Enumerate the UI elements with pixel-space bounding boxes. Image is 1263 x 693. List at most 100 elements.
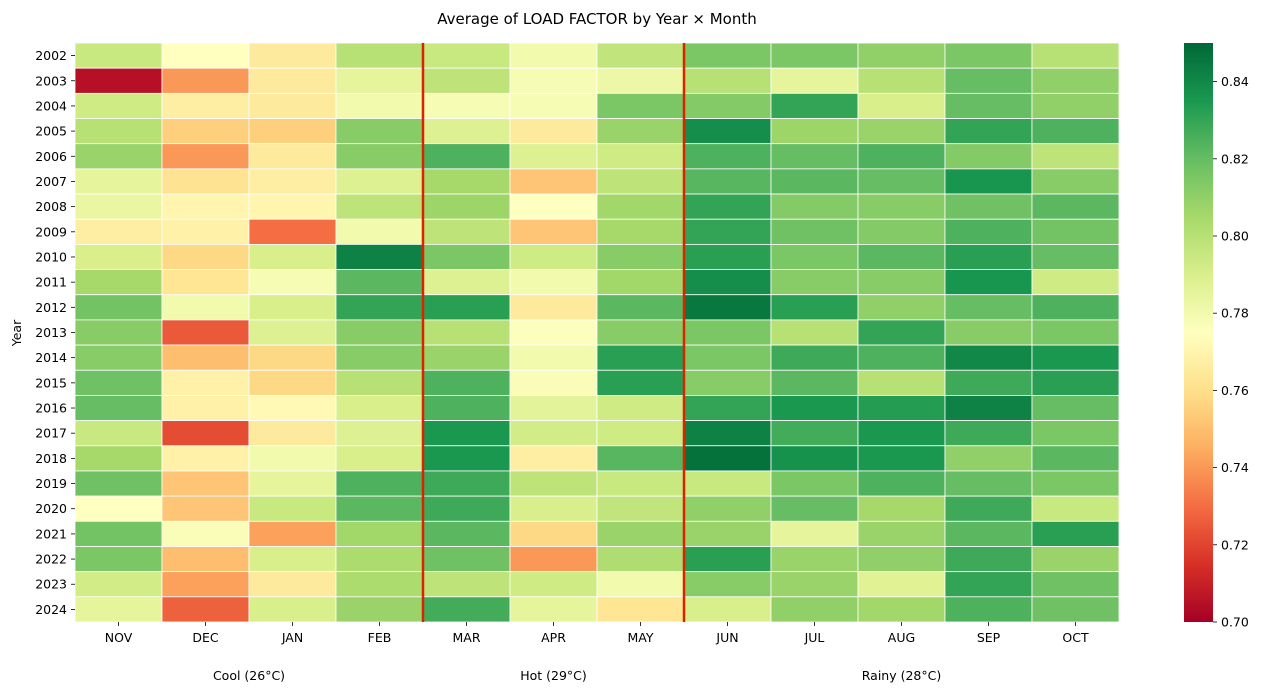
heatmap-cell — [161, 319, 250, 346]
heatmap-cell — [683, 420, 772, 447]
heatmap-cell — [161, 445, 250, 472]
heatmap-cell — [857, 168, 946, 195]
heatmap-cell — [161, 495, 250, 522]
heatmap-cell — [509, 369, 598, 396]
y-tick-label: 2010 — [35, 249, 67, 264]
heatmap-cell — [422, 269, 511, 296]
heatmap-cell — [1031, 546, 1120, 573]
y-tick-label: 2013 — [35, 325, 67, 340]
heatmap-cell — [74, 193, 163, 220]
heatmap-cell — [509, 193, 598, 220]
heatmap-cell — [248, 118, 337, 145]
y-tick-label: 2011 — [35, 275, 67, 290]
heatmap-cell — [248, 420, 337, 447]
season-dividers — [421, 43, 686, 622]
heatmap-cell — [509, 420, 598, 447]
heatmap-cell — [74, 344, 163, 371]
heatmap-cell — [1031, 67, 1120, 94]
heatmap-cell — [770, 42, 859, 69]
heatmap-cell — [857, 470, 946, 497]
heatmap-cell — [683, 118, 772, 145]
heatmap-cell — [1031, 118, 1120, 145]
heatmap-cell — [248, 42, 337, 69]
heatmap-cell — [335, 470, 424, 497]
heatmap-cell — [857, 193, 946, 220]
heatmap-cell — [248, 495, 337, 522]
heatmap-cell — [161, 193, 250, 220]
x-tick-label: OCT — [1062, 630, 1089, 645]
heatmap-cell — [857, 319, 946, 346]
heatmap-cell — [248, 470, 337, 497]
heatmap-cell — [770, 445, 859, 472]
heatmap-cell — [248, 218, 337, 245]
heatmap-cell — [1031, 445, 1120, 472]
heatmap-cell — [335, 118, 424, 145]
heatmap-cell — [161, 118, 250, 145]
heatmap-cell — [248, 143, 337, 170]
heatmap-cell — [857, 369, 946, 396]
heatmap-cell — [161, 596, 250, 623]
heatmap-cell — [422, 420, 511, 447]
heatmap-cell — [596, 344, 685, 371]
heatmap-cell — [161, 546, 250, 573]
heatmap-cell — [422, 243, 511, 270]
x-tick-label: MAY — [627, 630, 653, 645]
heatmap-cell — [74, 269, 163, 296]
heatmap-cell — [944, 344, 1033, 371]
y-tick-label: 2008 — [35, 199, 67, 214]
heatmap-cell — [857, 269, 946, 296]
heatmap-cell — [161, 520, 250, 547]
y-tick-label: 2007 — [35, 174, 67, 189]
x-tick-label: AUG — [888, 630, 915, 645]
heatmap-cell — [74, 168, 163, 195]
heatmap-cell — [596, 67, 685, 94]
heatmap-cell — [335, 218, 424, 245]
heatmap-cell — [1031, 294, 1120, 321]
heatmap-cell — [509, 344, 598, 371]
heatmap-cell — [944, 495, 1033, 522]
heatmap-cell — [161, 143, 250, 170]
heatmap-cell — [509, 445, 598, 472]
heatmap-cell — [683, 344, 772, 371]
heatmap-cell — [944, 269, 1033, 296]
heatmap-cell — [509, 470, 598, 497]
heatmap-cell — [857, 118, 946, 145]
heatmap-cell — [596, 118, 685, 145]
heatmap-cell — [335, 193, 424, 220]
heatmap-cell — [161, 571, 250, 598]
heatmap-cell — [683, 294, 772, 321]
heatmap-cell — [944, 42, 1033, 69]
heatmap-cell — [74, 243, 163, 270]
heatmap-cell — [248, 269, 337, 296]
heatmap-cell — [770, 269, 859, 296]
y-tick-label: 2016 — [35, 401, 67, 416]
heatmap-cell — [596, 243, 685, 270]
x-tick-labels: NOV DEC JAN FEB MAR APR MAY JUN JUL AUG SEP OCT — [105, 622, 1089, 645]
heatmap-cell — [683, 470, 772, 497]
heatmap-cell — [422, 546, 511, 573]
heatmap-cell — [74, 395, 163, 422]
heatmap-cell — [422, 67, 511, 94]
y-tick-label: 2021 — [35, 526, 67, 541]
heatmap-cell — [683, 520, 772, 547]
heatmap-cell — [596, 193, 685, 220]
heatmap-cell — [248, 67, 337, 94]
heatmap-cell — [422, 218, 511, 245]
heatmap-cell — [944, 546, 1033, 573]
heatmap-cell — [509, 571, 598, 598]
heatmap-cell — [509, 92, 598, 119]
heatmap-cell — [770, 118, 859, 145]
heatmap-cell — [857, 445, 946, 472]
heatmap-cell — [74, 67, 163, 94]
heatmap-cell — [335, 445, 424, 472]
heatmap-cell — [335, 67, 424, 94]
heatmap-cell — [161, 344, 250, 371]
heatmap-cell — [944, 143, 1033, 170]
heatmap-cell — [857, 42, 946, 69]
heatmap-cell — [596, 369, 685, 396]
heatmap-cell — [74, 218, 163, 245]
x-tick-label: MAR — [452, 630, 480, 645]
heatmap-cell — [857, 344, 946, 371]
season-label: Cool (26°C) — [213, 668, 285, 683]
